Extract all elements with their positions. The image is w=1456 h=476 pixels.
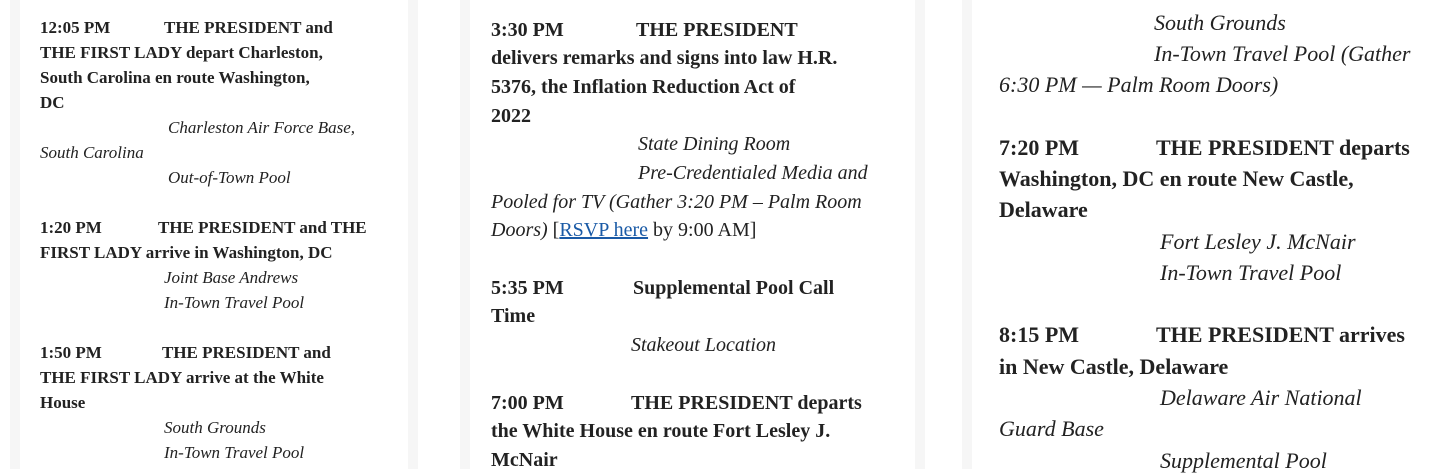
entry-location: South Grounds	[164, 417, 266, 437]
entry-coverage: Pre-Credentialed Media and	[638, 162, 868, 185]
entry-heading: THE PRESIDENT departs	[1156, 134, 1410, 160]
schedule-entry: 7:00 PM THE PRESIDENT departs the White H…	[491, 389, 868, 475]
entry-heading: FIRST LADY arrive in Washington, DC	[40, 242, 333, 262]
schedule-entry: 1:20 PM THE PRESIDENT and THE FIRST LADY …	[40, 215, 367, 315]
entry-heading: delivers remarks and signs into law H.R.	[491, 47, 838, 70]
entry-time: 12:05 PM	[40, 17, 111, 37]
entry-time: 1:20 PM	[40, 217, 102, 237]
entry-heading: the White House en route Fort Lesley J.	[491, 420, 831, 443]
schedule-entry: 7:20 PM THE PRESIDENT departs Washington,…	[999, 132, 1410, 288]
schedule-entry: 1:50 PM THE PRESIDENT and THE FIRST LADY …	[40, 340, 367, 465]
entry-time: 3:30 PM	[491, 18, 564, 41]
entry-heading: McNair	[491, 448, 558, 471]
entry-location: State Dining Room	[638, 133, 791, 156]
entry-time: 1:50 PM	[40, 342, 102, 362]
entry-heading: Time	[491, 305, 536, 328]
entry-time: 8:15 PM	[999, 322, 1080, 348]
entry-coverage: In-Town Travel Pool	[164, 442, 305, 462]
entry-heading: THE PRESIDENT departs	[631, 391, 862, 414]
entry-coverage: In-Town Travel Pool	[1160, 259, 1342, 285]
entry-location: Joint Base Andrews	[164, 267, 299, 287]
rsvp-link[interactable]: RSVP here	[559, 219, 649, 242]
entry-heading: Delaware	[999, 197, 1088, 223]
schedule-panel-3	[962, 0, 1456, 469]
entry-heading: THE PRESIDENT	[636, 18, 798, 41]
entry-coverage: In-Town Travel Pool (Gather	[1154, 40, 1411, 66]
entry-heading: Supplemental Pool Call	[633, 276, 835, 299]
entry-location: Delaware Air National	[1160, 385, 1362, 411]
schedule-column-1: 12:05 PM THE PRESIDENT and THE FIRST LADY…	[40, 15, 367, 465]
entry-heading: THE FIRST LADY arrive at the White	[40, 367, 324, 387]
entry-heading: DC	[40, 92, 65, 112]
schedule-entry: 3:30 PM THE PRESIDENT delivers remarks an…	[491, 16, 868, 246]
entry-heading: Washington, DC en route New Castle,	[999, 165, 1354, 191]
entry-heading: THE PRESIDENT and THE	[158, 217, 367, 237]
entry-time: 5:35 PM	[491, 276, 564, 299]
entry-location: Charleston Air Force Base,	[168, 117, 355, 137]
schedule-entry: 8:15 PM THE PRESIDENT arrives in New Cast…	[999, 319, 1410, 475]
rsvp-deadline: by 9:00 AM]	[653, 219, 757, 242]
entry-location: Guard Base	[999, 416, 1104, 442]
entry-heading: THE FIRST LADY depart Charleston,	[40, 42, 323, 62]
entry-coverage: Supplemental Pool	[1160, 447, 1327, 473]
schedule-entry-continuation: South Grounds In-Town Travel Pool (Gathe…	[999, 7, 1410, 101]
entry-heading: 2022	[491, 104, 531, 127]
entry-coverage: 6:30 PM — Palm Room Doors)	[999, 72, 1279, 98]
entry-heading: THE PRESIDENT and	[164, 17, 333, 37]
entry-heading: South Carolina en route Washington,	[40, 67, 310, 87]
entry-location: South Grounds	[1154, 9, 1286, 35]
rsvp-open-bracket: [	[552, 219, 560, 242]
schedule-panel-1	[10, 0, 418, 469]
schedule-column-3: South Grounds In-Town Travel Pool (Gathe…	[999, 7, 1410, 476]
schedule-entry: 5:35 PM Supplemental Pool Call Time Stake…	[491, 274, 868, 360]
entry-heading: House	[40, 392, 86, 412]
entry-location: Fort Lesley J. McNair	[1160, 228, 1356, 254]
entry-location: South Carolina	[40, 142, 144, 162]
entry-coverage: Pooled for TV (Gather 3:20 PM – Palm Roo…	[491, 190, 862, 213]
entry-heading: THE PRESIDENT arrives	[1156, 322, 1405, 348]
schedule-panel-2	[460, 0, 925, 469]
entry-heading: in New Castle, Delaware	[999, 353, 1229, 379]
entry-location: Stakeout Location	[631, 334, 776, 357]
entry-heading: THE PRESIDENT and	[162, 342, 331, 362]
entry-coverage: In-Town Travel Pool	[164, 292, 305, 312]
schedule-entry: 12:05 PM THE PRESIDENT and THE FIRST LADY…	[40, 15, 367, 190]
schedule-column-2: 3:30 PM THE PRESIDENT delivers remarks an…	[491, 16, 868, 475]
entry-coverage: Out-of-Town Pool	[168, 167, 291, 187]
entry-time: 7:20 PM	[999, 134, 1080, 160]
entry-time: 7:00 PM	[491, 391, 564, 414]
entry-heading: 5376, the Inflation Reduction Act of	[491, 75, 796, 98]
entry-coverage: Doors)	[491, 219, 548, 242]
